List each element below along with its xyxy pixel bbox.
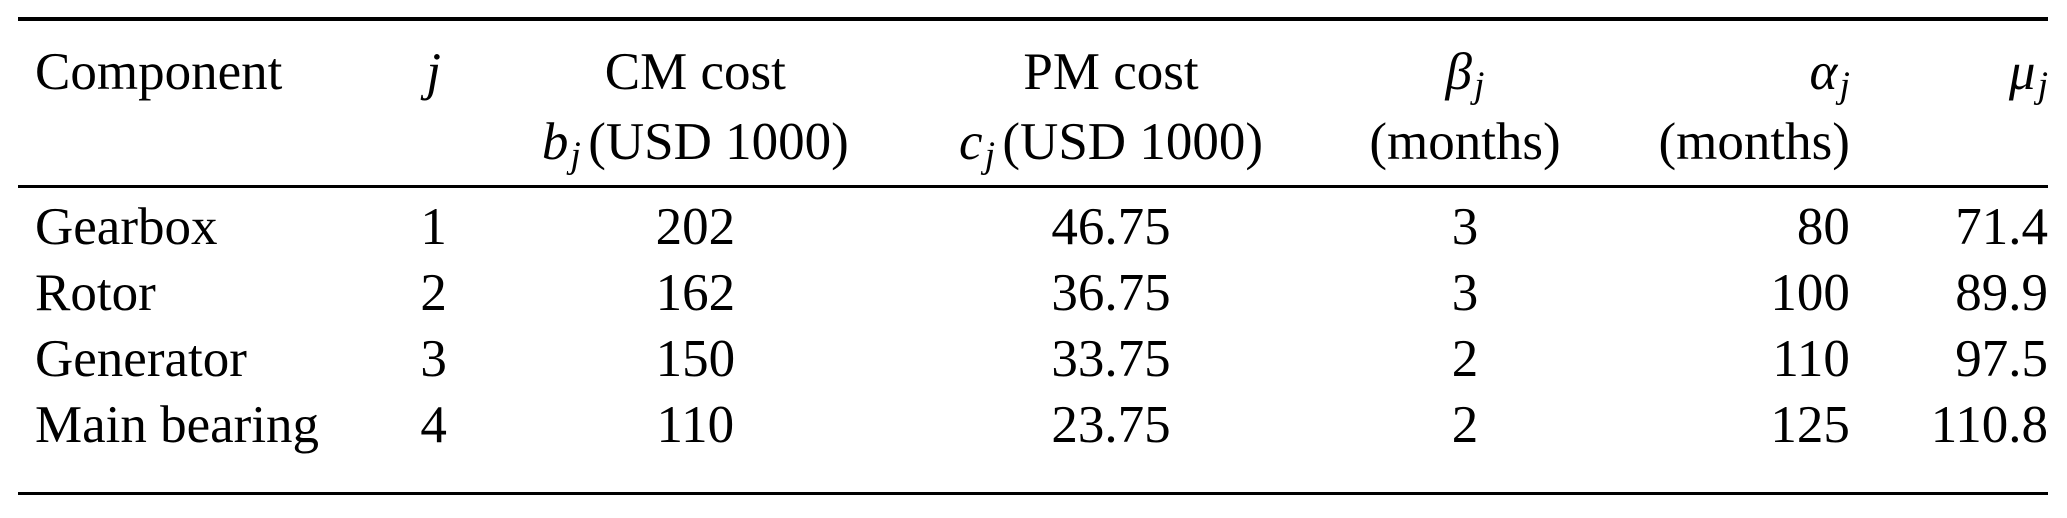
alpha-symbol: αj	[1809, 43, 1850, 107]
cell-j: 3	[420, 330, 447, 388]
cell-j: 2	[420, 264, 447, 322]
col-header-component: Component	[18, 19, 403, 188]
cell-component: Gearbox	[35, 198, 218, 256]
mu-symbol: μj	[2008, 43, 2048, 107]
cell-beta: 3	[1451, 264, 1479, 322]
cell-alpha: 110	[1772, 330, 1850, 388]
col-header-beta: βj (months)	[1295, 19, 1635, 188]
header-row: Component j CM cost bj (USD 1000) PM cost…	[18, 19, 2048, 188]
cell-mu: 110.8	[1930, 396, 2048, 454]
col-header-cm-cost: CM cost bj (USD 1000)	[464, 19, 927, 188]
alpha-unit: (months)	[1658, 113, 1850, 171]
cell-alpha: 80	[1796, 198, 1850, 256]
cell-beta: 2	[1451, 330, 1479, 388]
component-parameters-table: Component j CM cost bj (USD 1000) PM cost…	[18, 17, 2048, 495]
cm-cost-title: CM cost	[604, 43, 786, 101]
cell-pm-cost: 33.75	[1051, 330, 1171, 388]
table-row: Main bearing 4 110 23.75 2 125 110.8	[18, 392, 2048, 494]
cell-pm-cost: 46.75	[1051, 198, 1171, 256]
beta-unit: (months)	[1369, 113, 1561, 171]
cell-cm-cost: 202	[655, 198, 736, 256]
cell-cm-cost: 150	[655, 330, 736, 388]
col-header-pm-cost: PM cost cj (USD 1000)	[926, 19, 1296, 188]
cell-component: Main bearing	[35, 396, 320, 454]
col-header-j: j	[402, 19, 465, 188]
cell-beta: 3	[1451, 198, 1479, 256]
cell-mu: 71.4	[1955, 198, 2048, 256]
table-row: Generator 3 150 33.75 2 110 97.5	[18, 326, 2048, 392]
col-header-component-label: Component	[35, 43, 283, 101]
table-row: Rotor 2 162 36.75 3 100 89.9	[18, 260, 2048, 326]
col-header-alpha: αj (months)	[1634, 19, 1850, 188]
cell-pm-cost: 23.75	[1051, 396, 1171, 454]
cell-j: 4	[420, 396, 447, 454]
pm-cost-symbol-unit: cj (USD 1000)	[958, 113, 1263, 177]
cell-pm-cost: 36.75	[1051, 264, 1171, 322]
pm-cost-title: PM cost	[1023, 43, 1199, 101]
cell-component: Rotor	[35, 264, 156, 322]
table-row: Gearbox 1 202 46.75 3 80 71.4	[18, 187, 2048, 261]
col-header-j-symbol: j	[426, 43, 441, 101]
cm-cost-symbol-unit: bj (USD 1000)	[541, 113, 849, 177]
cell-j: 1	[420, 198, 447, 256]
cell-cm-cost: 110	[656, 396, 735, 454]
table-header: Component j CM cost bj (USD 1000) PM cost…	[18, 19, 2048, 188]
cell-beta: 2	[1451, 396, 1479, 454]
cell-component: Generator	[35, 330, 247, 388]
cell-mu: 89.9	[1955, 264, 2048, 322]
cell-cm-cost: 162	[655, 264, 736, 322]
beta-symbol: βj	[1445, 43, 1485, 107]
component-parameters-table-wrap: Component j CM cost bj (USD 1000) PM cost…	[18, 17, 2048, 495]
cell-alpha: 100	[1770, 264, 1850, 322]
cell-mu: 97.5	[1955, 330, 2048, 388]
col-header-mu: μj	[1849, 19, 2048, 188]
table-body: Gearbox 1 202 46.75 3 80 71.4 Rotor 2 16…	[18, 187, 2048, 494]
cell-alpha: 125	[1770, 396, 1850, 454]
